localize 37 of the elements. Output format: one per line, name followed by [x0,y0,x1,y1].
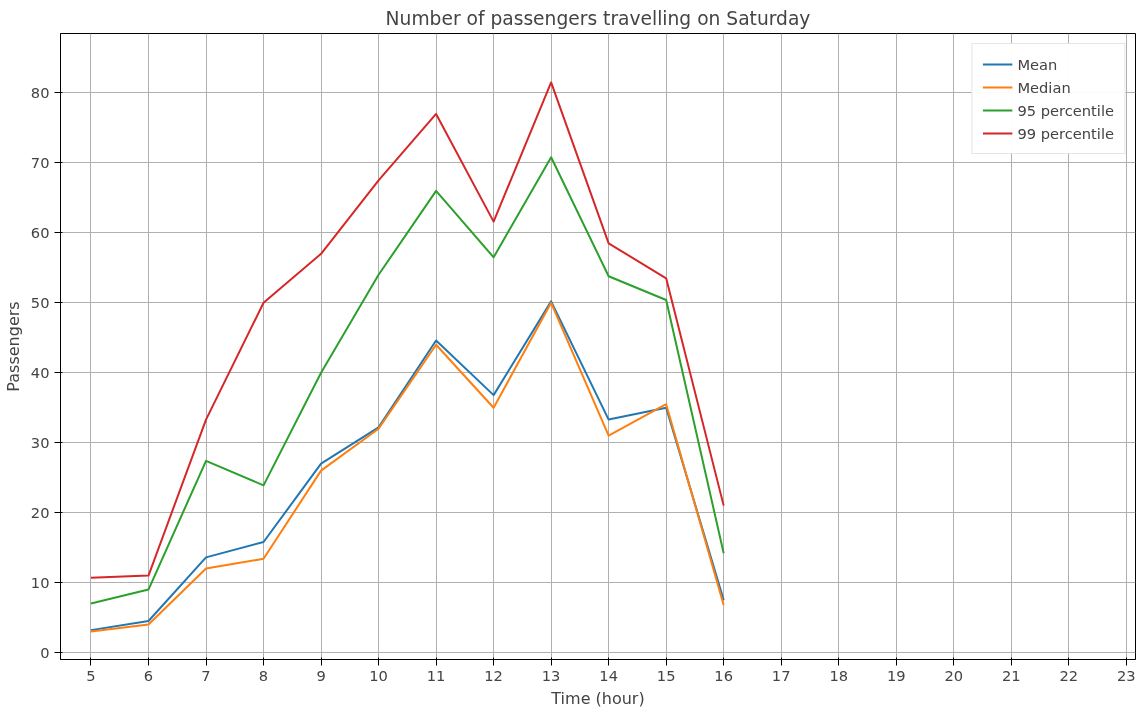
y-tick-label: 50 [30,293,50,311]
y-axis-title: Passengers [3,301,23,392]
y-tick-label: 30 [30,433,50,451]
legend-label: Median [1017,78,1071,96]
x-tick-label: 23 [1116,666,1136,684]
x-tick-label: 16 [714,666,734,684]
x-axis-title: Time (hour) [550,688,645,708]
x-tick-label: 19 [886,666,906,684]
x-tick-label: 15 [656,666,676,684]
x-tick-label: 18 [829,666,849,684]
legend-label: Mean [1017,55,1058,73]
y-tick-label: 70 [30,153,50,171]
x-tick-label: 22 [1059,666,1079,684]
x-tick-label: 9 [316,666,326,684]
y-tick-label: 40 [30,363,50,381]
y-tick-label: 20 [30,503,50,521]
y-tick-label: 80 [30,83,50,101]
x-tick-label: 21 [1001,666,1021,684]
y-tick-label: 60 [30,223,50,241]
y-tick-label: 0 [40,643,50,661]
x-tick-label: 7 [201,666,211,684]
x-tick-label: 10 [369,666,388,684]
x-tick-label: 6 [143,666,154,684]
x-tick-label: 11 [426,666,446,684]
x-tick-label: 13 [541,666,561,684]
x-tick-label: 17 [771,666,791,684]
chart-title: Number of passengers travelling on Saturday [385,7,811,29]
x-tick-label: 20 [944,666,964,684]
x-tick-label: 12 [484,666,503,684]
legend-label: 95 percentile [1017,101,1114,119]
x-tick-label: 5 [86,666,96,684]
y-tick-label: 10 [30,573,50,591]
legend-label: 99 percentile [1017,124,1114,142]
line-series [89,156,725,605]
x-tick-label: 14 [599,666,618,684]
x-tick-label: 8 [258,666,269,684]
line-series [89,81,725,579]
